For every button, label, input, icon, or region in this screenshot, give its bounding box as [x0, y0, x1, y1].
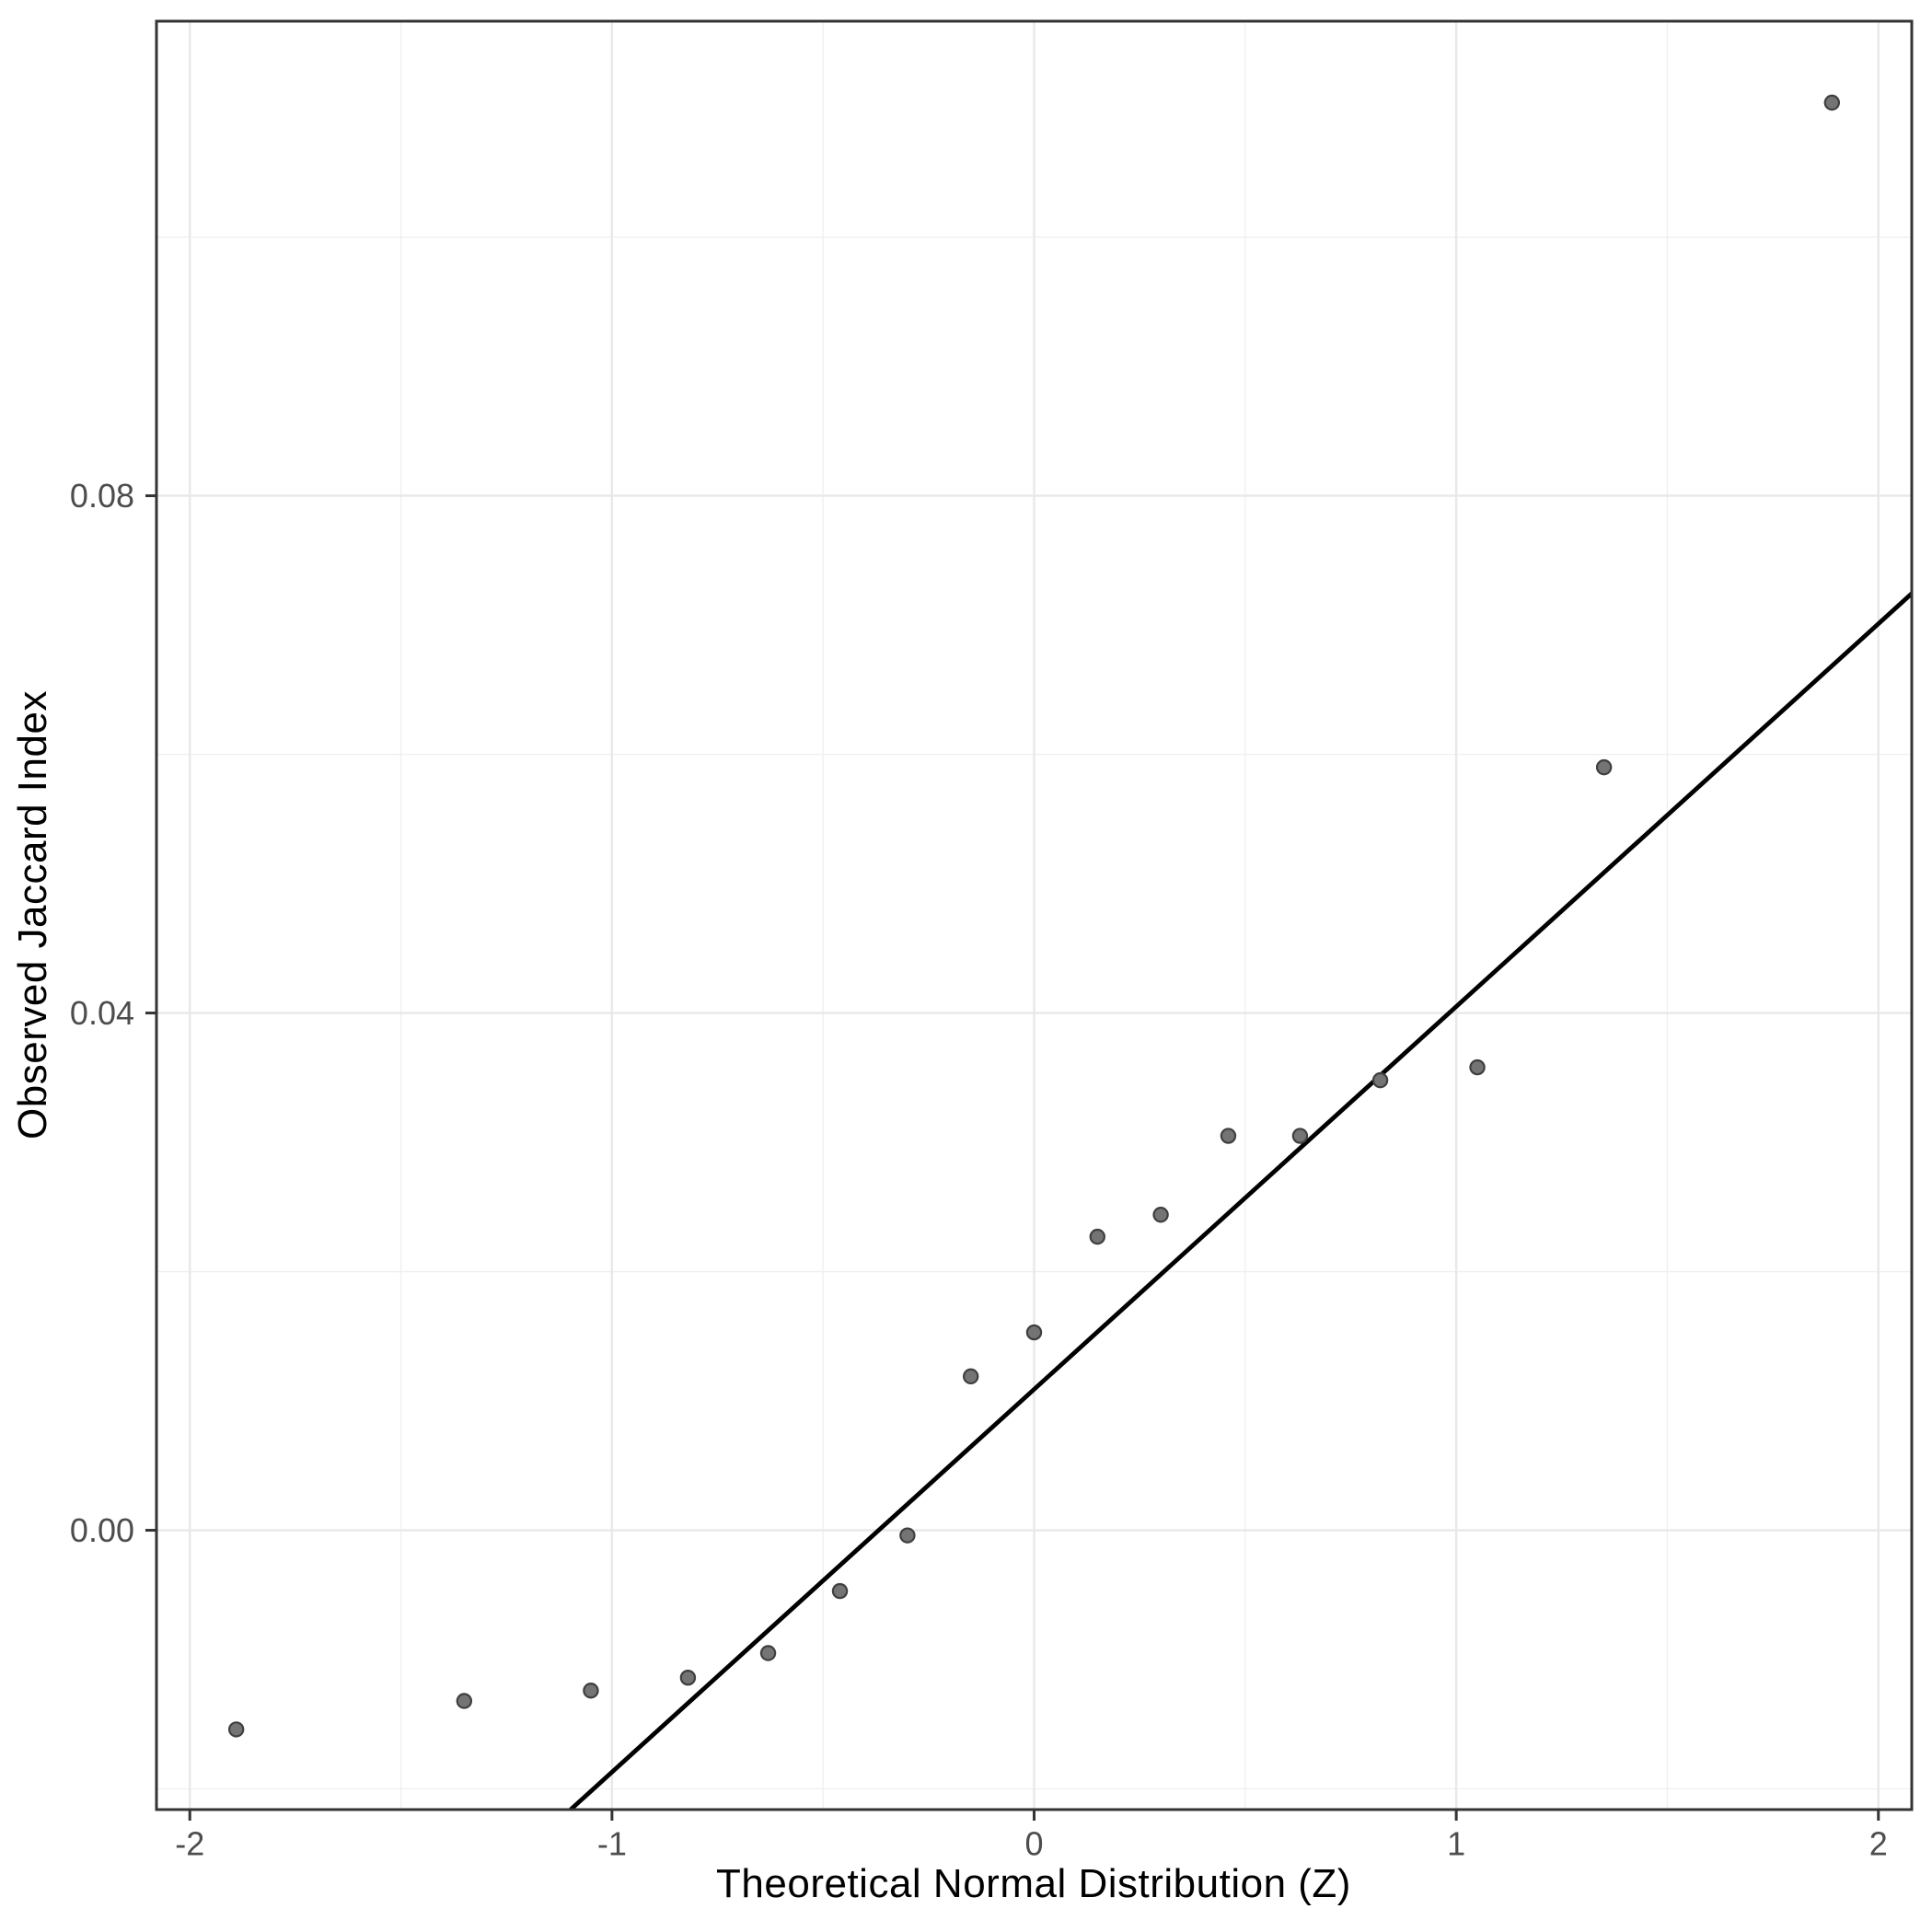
x-axis-title: Theoretical Normal Distribution (Z) — [716, 1861, 1351, 1906]
x-tick-label: -1 — [597, 1825, 627, 1863]
data-point — [227, 1721, 245, 1738]
data-point — [899, 1527, 916, 1544]
y-axis-title: Observed Jaccard Index — [10, 690, 55, 1140]
data-point — [456, 1693, 473, 1709]
qq-reference-line — [569, 592, 1914, 1811]
x-tick-label: 2 — [1869, 1825, 1888, 1863]
x-tick-label: 1 — [1447, 1825, 1465, 1863]
x-tick-label: 0 — [1024, 1825, 1043, 1863]
data-point — [1291, 1128, 1309, 1144]
data-point — [1371, 1071, 1389, 1089]
y-tick-label: 0.08 — [70, 477, 134, 515]
data-point — [583, 1683, 599, 1699]
data-point — [1220, 1128, 1237, 1144]
data-point — [963, 1368, 979, 1385]
y-tick-label: 0.04 — [70, 994, 134, 1032]
data-point — [1823, 94, 1841, 111]
data-point — [679, 1669, 697, 1686]
data-point — [759, 1645, 777, 1661]
data-point — [1595, 758, 1613, 776]
x-tick-label: -2 — [175, 1825, 204, 1863]
y-tick-label: 0.00 — [70, 1511, 134, 1549]
data-point — [1089, 1228, 1105, 1245]
data-point — [1469, 1059, 1486, 1076]
data-point — [831, 1582, 849, 1600]
data-point — [1152, 1207, 1169, 1223]
data-point — [1025, 1324, 1043, 1341]
